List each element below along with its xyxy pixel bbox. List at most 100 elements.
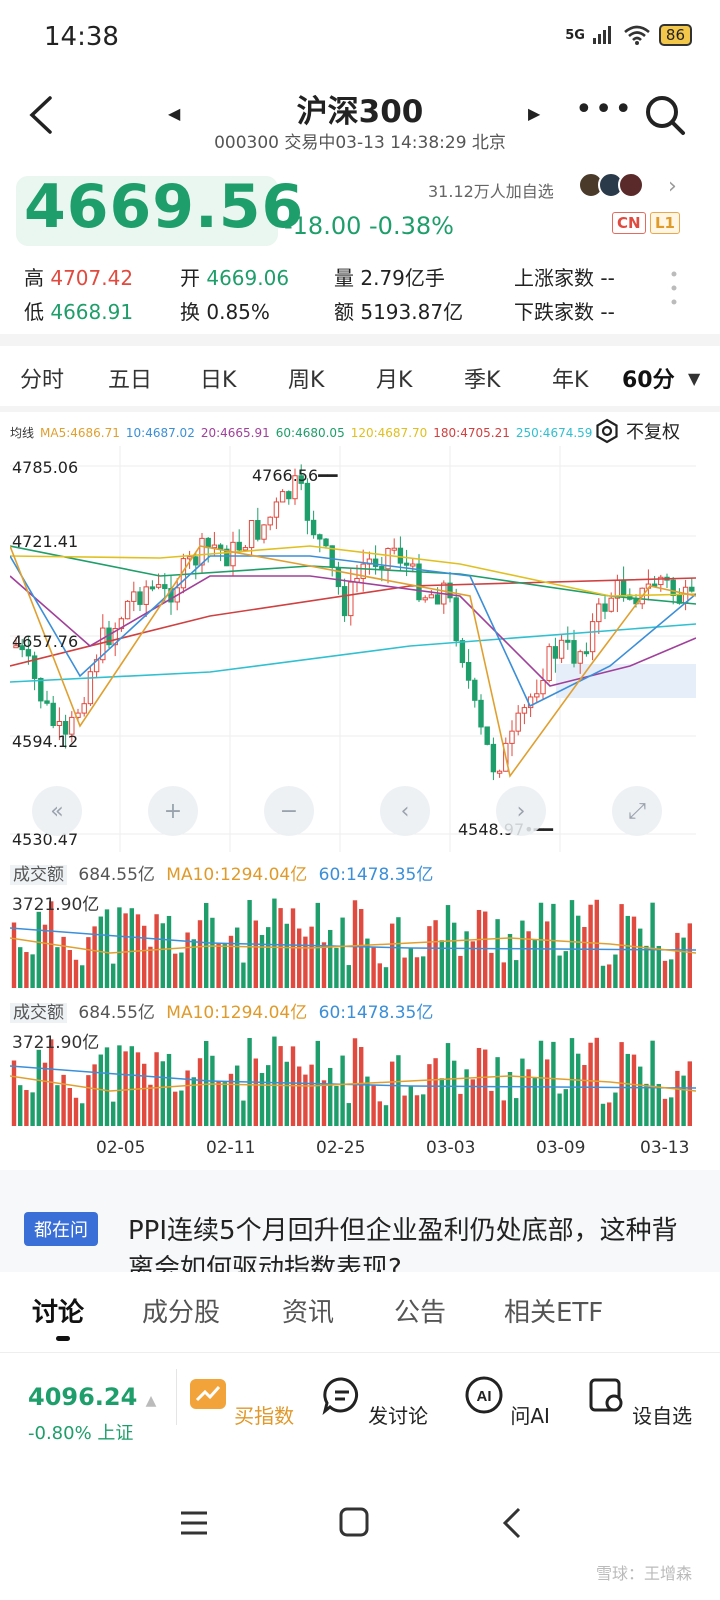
candle-body xyxy=(676,595,683,604)
home-icon[interactable] xyxy=(338,1506,370,1538)
volume-bar xyxy=(396,917,401,988)
volume-bar xyxy=(520,1058,525,1126)
zoom-in-button[interactable]: + xyxy=(148,786,198,836)
candle-body xyxy=(416,563,422,601)
search-icon[interactable] xyxy=(644,94,686,136)
ma-line xyxy=(10,545,696,597)
y-tick-label: 4594.12 xyxy=(12,732,79,751)
stat-open: 开 4669.06 xyxy=(180,266,290,290)
volume-max-label: 3721.90亿 xyxy=(12,895,100,915)
tab-news[interactable]: 资讯 xyxy=(282,1298,335,1328)
fullscreen-button[interactable]: ⤢ xyxy=(612,786,662,836)
scroll-right-button[interactable]: › xyxy=(496,786,546,836)
volume-bar xyxy=(321,942,327,988)
tab-announcements[interactable]: 公告 xyxy=(394,1298,447,1328)
volume-bar xyxy=(142,1063,147,1126)
volume-bar xyxy=(197,920,203,988)
period-tab[interactable]: 五日 xyxy=(108,368,153,393)
volume-bar xyxy=(495,919,500,988)
candle-body xyxy=(131,591,137,602)
candle-body xyxy=(236,541,242,551)
volume-bar xyxy=(470,941,475,988)
period-tab[interactable]: 月K xyxy=(376,368,413,393)
volume-bar xyxy=(501,1100,506,1126)
volume-bar xyxy=(297,1066,302,1126)
candle-body xyxy=(372,558,379,567)
period-tab[interactable]: 60分 xyxy=(622,368,675,393)
volume-bar xyxy=(619,1042,624,1126)
volume-bar xyxy=(563,951,568,988)
ask-card[interactable] xyxy=(0,1170,720,1272)
volume-bar xyxy=(377,1101,382,1126)
zoom-fast-back-button[interactable]: « xyxy=(32,786,82,836)
volume-bar xyxy=(520,920,525,988)
volume-bar xyxy=(352,900,358,988)
candle-body xyxy=(509,730,515,744)
tab-constituents[interactable]: 成分股 xyxy=(142,1298,221,1328)
volume-bar xyxy=(154,1052,159,1126)
volume-bar xyxy=(297,928,302,988)
chevron-right-icon[interactable]: › xyxy=(668,174,677,199)
period-tab[interactable]: 日K xyxy=(200,368,237,393)
volume-bar xyxy=(80,965,85,988)
candle-body xyxy=(490,743,497,773)
candle-body xyxy=(397,547,404,564)
menu-icon[interactable] xyxy=(178,1508,210,1538)
volume-bar xyxy=(507,933,513,988)
candle-body xyxy=(19,645,25,651)
candle-body xyxy=(149,586,156,590)
adjust-toggle[interactable]: 不复权 xyxy=(594,418,680,444)
dropdown-arrow-icon[interactable]: ▼ xyxy=(688,368,701,388)
volume-bar xyxy=(414,1095,420,1126)
more-dots-icon[interactable]: ••• xyxy=(575,92,635,127)
volume-bar xyxy=(631,1054,637,1126)
volume-bar xyxy=(73,1097,79,1126)
tab-related-etf[interactable]: 相关ETF xyxy=(504,1298,604,1328)
ma-legend-item: 180:4705.21 xyxy=(433,426,510,440)
volume-chart xyxy=(10,898,696,988)
volume-bar xyxy=(390,1061,395,1126)
candlestick-chart[interactable] xyxy=(10,446,696,852)
scroll-left-button[interactable]: ‹ xyxy=(380,786,430,836)
candle-body xyxy=(211,544,218,549)
buy-index-button[interactable]: 买指数 xyxy=(186,1375,296,1429)
post-discussion-button[interactable]: 发讨论 xyxy=(320,1375,430,1429)
follower-avatars[interactable] xyxy=(578,172,644,198)
period-tab[interactable]: 分时 xyxy=(20,368,65,393)
candle-body xyxy=(379,565,385,570)
volume-bar xyxy=(532,939,537,988)
vertical-dots-icon[interactable] xyxy=(670,270,678,306)
period-tab[interactable]: 年K xyxy=(552,368,589,393)
back-icon[interactable] xyxy=(500,1506,524,1540)
volume-bar xyxy=(582,1065,587,1126)
next-index-icon[interactable]: ▶ xyxy=(528,104,541,123)
volume-bar xyxy=(173,1091,178,1126)
prev-index-icon[interactable]: ◀ xyxy=(168,104,181,123)
page-title: 沪深300 xyxy=(296,94,424,130)
chevron-left-icon[interactable] xyxy=(22,92,62,138)
avatar xyxy=(618,172,644,198)
volume-bar xyxy=(328,1067,333,1126)
candle-body xyxy=(124,600,131,620)
zoom-out-button[interactable]: − xyxy=(264,786,314,836)
period-tab[interactable]: 周K xyxy=(288,368,325,393)
volume-bar xyxy=(563,1089,568,1126)
candle-body xyxy=(255,520,261,540)
buy-index-label: 买指数 xyxy=(234,1404,295,1428)
ask-ai-button[interactable]: AI 问AI xyxy=(452,1375,562,1429)
volume-bar xyxy=(154,914,159,988)
period-tab[interactable]: 季K xyxy=(464,368,501,393)
y-tick-label: 4785.06 xyxy=(12,458,79,477)
mini-index-price[interactable]: 4096.24 ▲ xyxy=(28,1383,157,1411)
ask-question[interactable]: PPI连续5个月回升但企业盈利仍处底部，这种背离会如何驱动指数表现? xyxy=(128,1216,678,1272)
volume-bar xyxy=(669,1097,674,1126)
volume-bar xyxy=(619,904,624,988)
volume-bar xyxy=(427,926,432,988)
add-favorite-button[interactable]: 设自选 xyxy=(584,1375,694,1429)
volume-bar xyxy=(445,1043,451,1126)
tab-discussion[interactable]: 讨论 xyxy=(32,1298,85,1328)
volume-bar xyxy=(433,1058,438,1126)
favorite-count[interactable]: 31.12万人加自选 xyxy=(428,182,554,201)
volume-bar xyxy=(117,1045,122,1126)
network-label: 5G xyxy=(565,27,585,43)
